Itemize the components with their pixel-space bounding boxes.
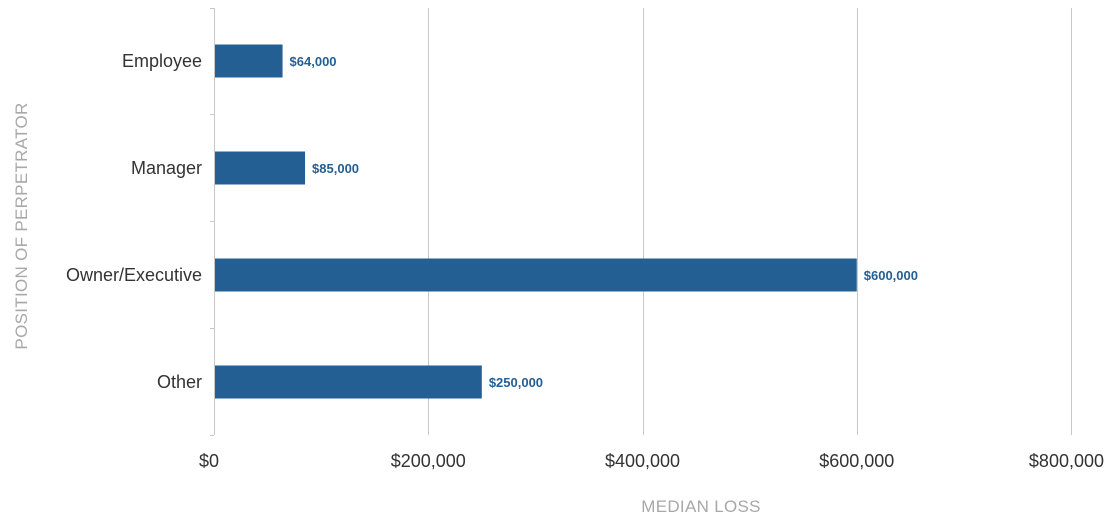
bar-owner-executive (215, 258, 857, 292)
axes (210, 8, 215, 436)
bar-employee (215, 44, 283, 78)
data-label: $250,000 (489, 375, 543, 390)
category-label: Owner/Executive (66, 265, 202, 285)
category-label: Other (157, 372, 202, 392)
x-tick-label: $200,000 (391, 451, 466, 471)
data-label: $85,000 (312, 161, 359, 176)
category-label: Manager (131, 158, 202, 178)
bars (215, 44, 857, 399)
x-tick-labels: $0 $200,000 $400,000 $600,000 $800,000 (199, 451, 1104, 471)
x-tick-label: $800,000 (1029, 451, 1104, 471)
category-labels: Employee Manager Owner/Executive Other (66, 51, 202, 392)
category-label: Employee (122, 51, 202, 71)
x-tick-label: $600,000 (819, 451, 894, 471)
x-axis-title: MEDIAN LOSS (641, 497, 761, 516)
x-tick-label: $0 (199, 451, 219, 471)
gridlines (428, 8, 1072, 435)
data-label: $64,000 (290, 54, 337, 69)
bar-manager (215, 151, 306, 185)
x-tick-label: $400,000 (605, 451, 680, 471)
y-axis-title: POSITION OF PERPETRATOR (12, 102, 31, 349)
data-label: $600,000 (864, 268, 918, 283)
bar-other (215, 365, 482, 399)
data-labels: $64,000 $85,000 $600,000 $250,000 (290, 54, 918, 390)
